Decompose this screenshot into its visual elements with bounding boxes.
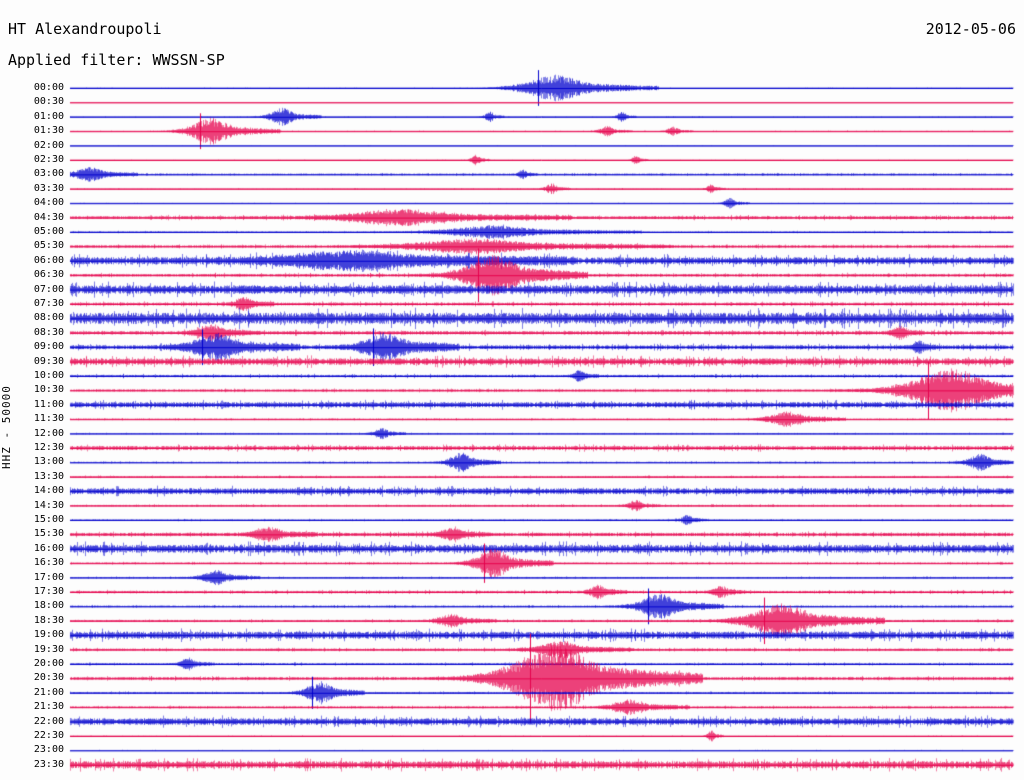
helicorder-plot: HT Alexandroupoli Applied filter: WWSSN-… <box>0 0 1024 780</box>
seismogram-traces <box>0 0 1024 780</box>
